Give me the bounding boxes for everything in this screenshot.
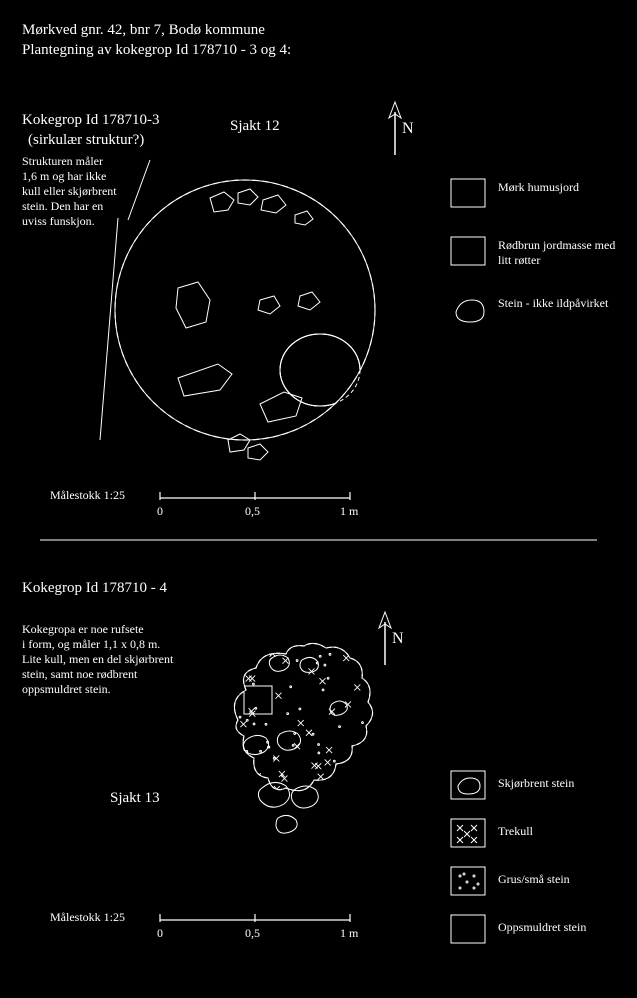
fig2-legend-label-oppsm: Oppsmuldret stein — [498, 920, 586, 935]
page: Mørkved gnr. 42, bnr 7, Bodø kommunePlan… — [0, 0, 637, 998]
fig2-legend-trekull — [450, 818, 490, 852]
fig2-scale-caption: Målestokk 1:25 — [50, 910, 125, 925]
fig2-legend-label-grus: Grus/små stein — [498, 872, 570, 887]
fig2-legend-label-trekull: Trekull — [498, 824, 533, 839]
fig2-legend-label-skjor: Skjørbrent stein — [498, 776, 574, 791]
fig2-legend-grus — [450, 866, 490, 900]
fig2-scalebar — [0, 0, 637, 998]
fig2-legend-skjor — [450, 770, 490, 804]
fig2-legend-oppsm — [450, 914, 490, 948]
